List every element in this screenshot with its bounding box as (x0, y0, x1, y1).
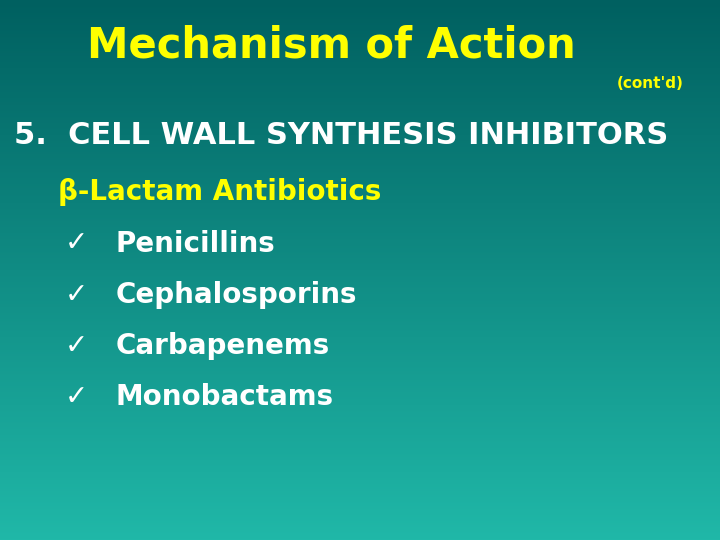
Text: ✓: ✓ (65, 281, 88, 309)
Text: ✓: ✓ (65, 230, 88, 258)
Text: Mechanism of Action: Mechanism of Action (87, 24, 575, 66)
Text: Monobactams: Monobactams (115, 383, 333, 411)
Text: Carbapenems: Carbapenems (115, 332, 330, 360)
Text: Penicillins: Penicillins (115, 230, 275, 258)
Text: β-Lactam Antibiotics: β-Lactam Antibiotics (58, 178, 381, 206)
Text: (cont'd): (cont'd) (617, 76, 684, 91)
Text: Cephalosporins: Cephalosporins (115, 281, 356, 309)
Text: ✓: ✓ (65, 332, 88, 360)
Text: 5.  CELL WALL SYNTHESIS INHIBITORS: 5. CELL WALL SYNTHESIS INHIBITORS (14, 122, 669, 151)
Text: ✓: ✓ (65, 383, 88, 411)
